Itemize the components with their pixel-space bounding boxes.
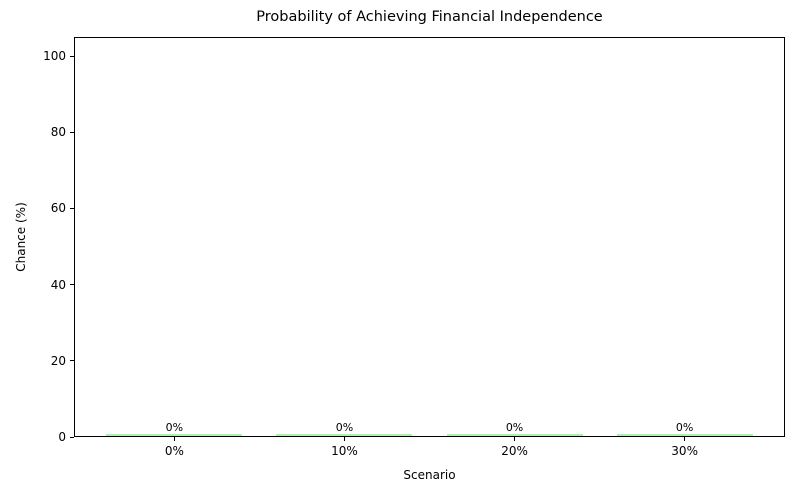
plot-area	[74, 37, 785, 437]
y-tick-mark	[70, 436, 74, 438]
x-tick-label: 30%	[671, 444, 698, 458]
y-tick-label: 80	[50, 125, 66, 140]
y-tick-label: 60	[50, 201, 66, 216]
x-tick-label: 10%	[331, 444, 358, 458]
x-tick-mark	[343, 437, 345, 441]
x-tick-mark	[514, 437, 516, 441]
bar	[106, 434, 243, 436]
y-tick-label: 100	[43, 49, 66, 64]
x-axis-label: Scenario	[403, 468, 456, 482]
bar-value-label: 0%	[165, 421, 184, 434]
y-tick-mark	[70, 284, 74, 286]
x-tick-label: 0%	[164, 444, 184, 458]
bar-value-label: 0%	[675, 421, 694, 434]
y-tick-mark	[70, 55, 74, 57]
y-tick-label: 40	[50, 277, 66, 292]
bar	[616, 434, 753, 436]
bar-value-label: 0%	[335, 421, 354, 434]
y-tick-mark	[70, 207, 74, 209]
bar	[276, 434, 413, 436]
y-tick-label: 0	[58, 430, 66, 444]
bar	[446, 434, 583, 436]
x-tick-mark	[684, 437, 686, 441]
x-tick-mark	[173, 437, 175, 441]
y-tick-label: 20	[50, 353, 66, 368]
x-tick-label: 20%	[501, 444, 528, 458]
y-tick-mark	[70, 360, 74, 362]
chart-title: Probability of Achieving Financial Indep…	[256, 9, 603, 25]
y-axis-label: Chance (%)	[14, 202, 28, 272]
bar-value-label: 0%	[505, 421, 524, 434]
y-tick-mark	[70, 131, 74, 133]
